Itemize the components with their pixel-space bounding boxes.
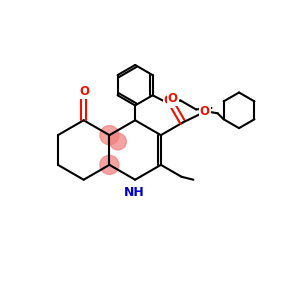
Circle shape <box>100 155 119 174</box>
Circle shape <box>110 133 126 150</box>
Text: NH: NH <box>124 186 145 199</box>
Text: O: O <box>164 94 174 107</box>
Circle shape <box>100 126 119 145</box>
Text: O: O <box>79 85 89 98</box>
Text: O: O <box>200 105 210 118</box>
Text: O: O <box>168 92 178 105</box>
